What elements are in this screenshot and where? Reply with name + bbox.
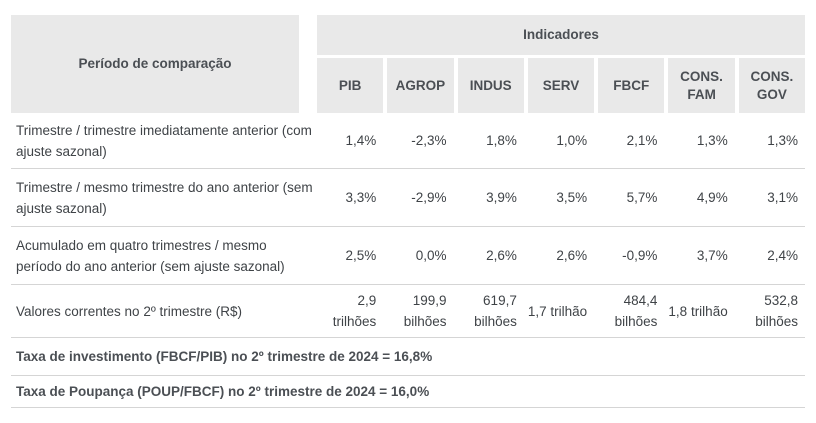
cell-value: 3,5% — [556, 190, 588, 205]
cell-value: 3,9% — [486, 190, 517, 205]
table-row: Acumulado em quatro trimestres / mesmo p… — [11, 227, 805, 285]
cell-value: 532,8 bilhões — [755, 293, 798, 329]
cell-value: 3,1% — [767, 190, 798, 205]
column-header-agrop: AGROP — [387, 58, 454, 113]
cell-value: 2,6% — [486, 248, 517, 263]
column-header-fbcf: FBCF — [598, 58, 665, 113]
column-header-serv: SERV — [527, 58, 595, 113]
cell-value: 2,5% — [345, 248, 377, 263]
cell-value: 4,9% — [696, 190, 728, 205]
cell-value: -0,9% — [622, 248, 658, 263]
cell-value: -2,3% — [411, 133, 447, 148]
table-row: Trimestre / mesmo trimestre do ano anter… — [11, 169, 805, 227]
group-header-indicadores: Indicadores — [317, 15, 805, 55]
cell-value: 3,7% — [696, 248, 728, 263]
page: Período de comparação Indicadores PIB AG… — [11, 15, 805, 408]
cell-value: 619,7 bilhões — [474, 293, 517, 329]
cell-value: 1,3% — [767, 133, 798, 148]
cell-value: -2,9% — [411, 190, 447, 205]
indicators-table: Período de comparação Indicadores PIB AG… — [11, 15, 805, 408]
cell-value: 0,0% — [415, 248, 447, 263]
cell-value: 1,8 trilhão — [668, 303, 728, 319]
row-label: Trimestre / trimestre imediatamente ante… — [16, 122, 312, 159]
cell-value: 484,4 bilhões — [614, 293, 658, 329]
cell-value: 1,8% — [486, 133, 517, 148]
cell-value: 199,9 bilhões — [403, 293, 447, 329]
table-row: Valores correntes no 2º trimestre (R$) 2… — [11, 285, 805, 338]
column-header-cons-fam: CONS. FAM — [668, 58, 735, 113]
column-header-periodo: Período de comparação — [11, 15, 299, 113]
table-row: Trimestre / trimestre imediatamente ante… — [11, 113, 805, 169]
cell-value: 5,7% — [626, 190, 658, 205]
cell-value: 2,4% — [767, 248, 798, 263]
cell-value: 1,3% — [696, 133, 728, 148]
note-savings-rate: Taxa de Poupança (POUP/FBCF) no 2º trime… — [11, 376, 805, 408]
row-label: Acumulado em quatro trimestres / mesmo p… — [16, 237, 285, 274]
note-investment-rate: Taxa de investimento (FBCF/PIB) no 2º tr… — [11, 338, 805, 376]
row-label: Valores correntes no 2º trimestre (R$) — [16, 303, 243, 319]
cell-value: 2,6% — [556, 248, 588, 263]
cell-value: 2,9 trilhões — [332, 293, 377, 329]
cell-value: 1,4% — [345, 133, 377, 148]
cell-value: 1,7 trilhão — [527, 303, 588, 319]
column-header-cons-gov: CONS. GOV — [738, 58, 805, 113]
cell-value: 1,0% — [556, 133, 588, 148]
column-header-indus: INDUS — [457, 58, 524, 113]
cell-value: 3,3% — [345, 190, 377, 205]
cell-value: 2,1% — [626, 133, 658, 148]
column-header-pib: PIB — [317, 58, 384, 113]
table-header: Período de comparação Indicadores PIB AG… — [11, 15, 805, 113]
row-label: Trimestre / mesmo trimestre do ano anter… — [16, 179, 313, 216]
